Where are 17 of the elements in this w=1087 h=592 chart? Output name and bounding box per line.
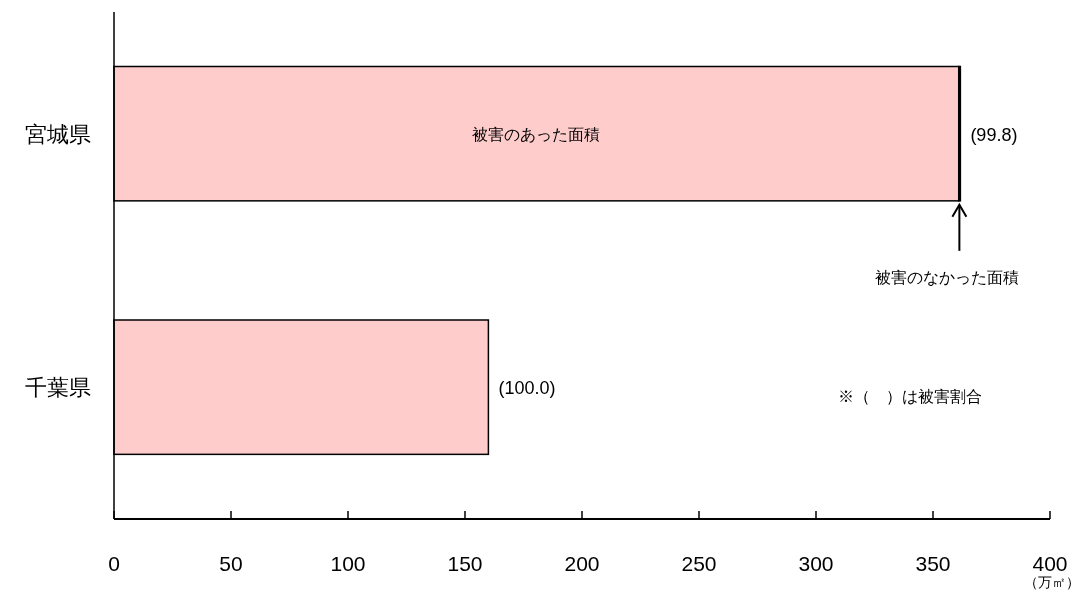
x-tick-label: 250 xyxy=(681,552,717,575)
x-tick-label: 400 xyxy=(1032,552,1068,575)
text: 被害のなかった面積 xyxy=(875,268,1020,286)
x-tick-label: 100 xyxy=(330,552,366,575)
y-tick-label: 千葉県 xyxy=(25,375,91,401)
x-tick-label: 300 xyxy=(798,552,834,575)
x-tick-label: 350 xyxy=(915,552,951,575)
x-tick-label: 200 xyxy=(564,552,600,575)
x-tick-label: 50 xyxy=(219,552,243,575)
y-tick-label: 宮城県 xyxy=(25,121,91,147)
annotation: (100.0) xyxy=(498,378,556,399)
series-label: 被害のあった面積 xyxy=(472,125,601,143)
annotation: ※（ ）は被害割合 xyxy=(838,388,982,405)
x-axis-title: （万㎡） xyxy=(1024,574,1080,590)
x-tick-label: 0 xyxy=(108,552,120,575)
x-tick-label: 150 xyxy=(447,552,483,575)
annotation: (99.8) xyxy=(970,124,1018,145)
